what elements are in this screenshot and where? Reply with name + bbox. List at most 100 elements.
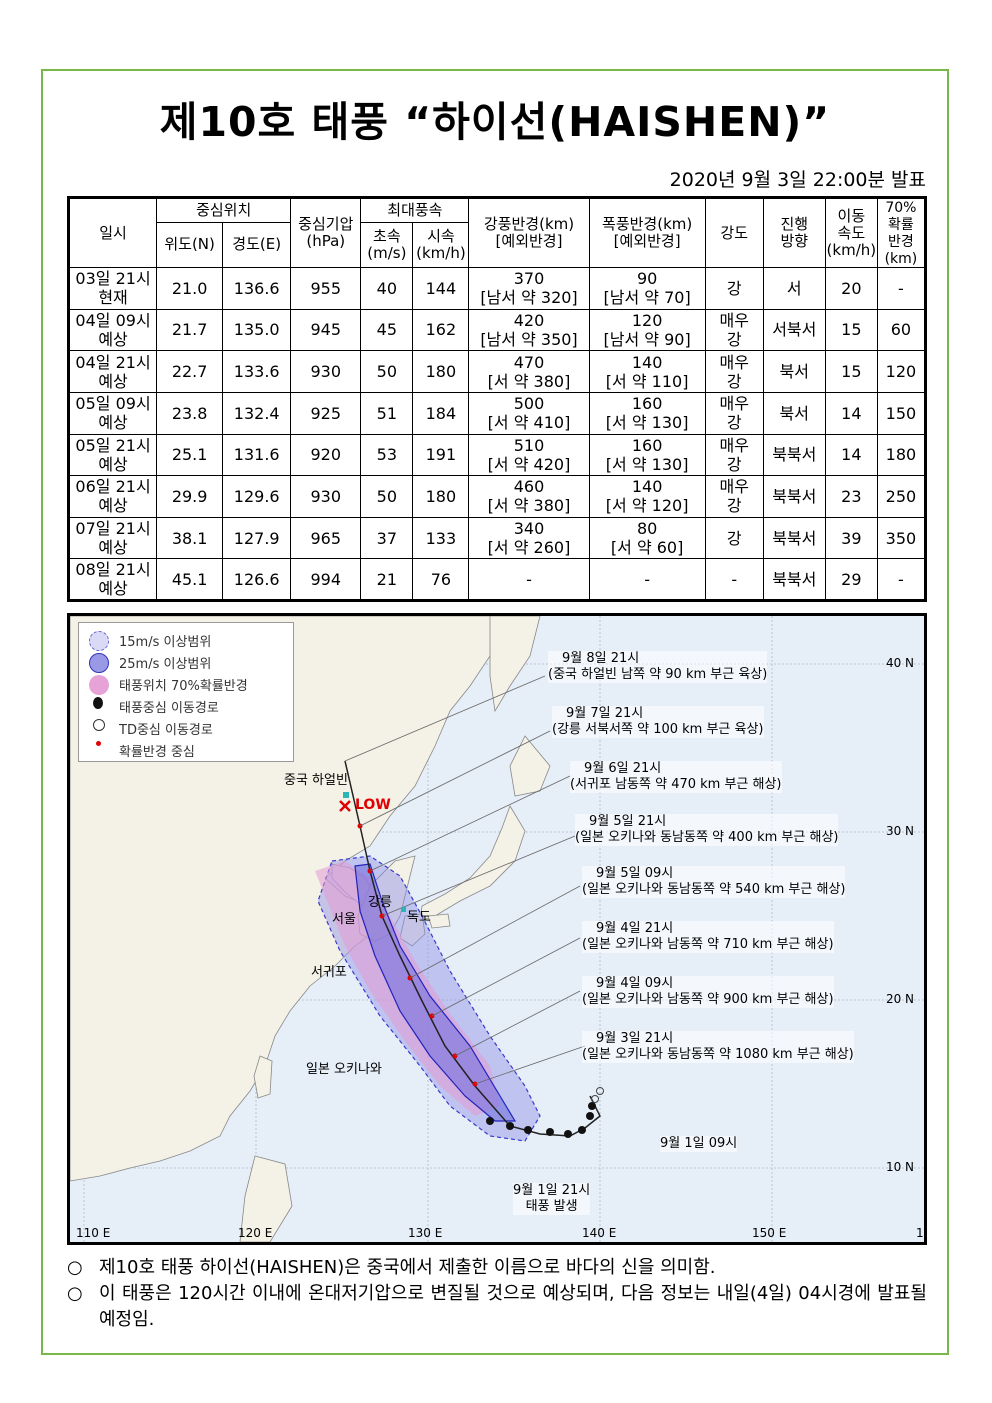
- legend-label: 태풍위치 70%확률반경: [119, 678, 248, 694]
- annotation-date: 9월 4일 09시: [596, 976, 674, 991]
- cell-speed: 20: [824, 267, 878, 310]
- typhoon-center-symbols: [486, 1102, 596, 1138]
- legend-label: 태풍중심 이동경로: [119, 700, 219, 716]
- cell-pressure: 965: [290, 516, 362, 560]
- cell-time: 05일 09시 예상: [67, 391, 158, 435]
- cell-gale: 370 [남서 약 320]: [468, 267, 590, 310]
- cell-time: 08일 21시 예상: [67, 558, 158, 601]
- cell-kmh: 191: [412, 433, 470, 477]
- cell-lat: 45.1: [156, 558, 224, 601]
- cell-time: 03일 21시 현재: [67, 267, 158, 310]
- cell-prob: -: [876, 558, 927, 601]
- note-bullet: ○: [67, 1257, 83, 1278]
- cell-lon: 133.6: [222, 350, 292, 393]
- lon-label-140: 140 E: [582, 1226, 617, 1240]
- cell-speed: 15: [824, 350, 878, 393]
- place-low: LOW: [355, 797, 391, 813]
- cell-speed: 14: [824, 433, 878, 477]
- philippines-shape: [239, 1155, 293, 1242]
- annotation-desc: (일본 오키나와 동남동쪽 약 540 km 부근 해상): [582, 882, 846, 897]
- track-annotation: 9월 6일 21시 (서귀포 남동쪽 약 470 km 부근 해상): [570, 761, 782, 793]
- cell-lat: 21.7: [156, 308, 224, 352]
- cell-lat: 38.1: [156, 516, 224, 560]
- header-lat: 위도(N): [156, 221, 224, 269]
- cell-kmh: 162: [412, 308, 470, 352]
- legend-label: 확률반경 중심: [119, 744, 195, 760]
- notes: ○ 제10호 태풍 하이선(HAISHEN)은 중국에서 제출한 이름으로 바다…: [67, 1255, 927, 1333]
- cell-prob: 150: [876, 391, 927, 435]
- table-row: 07일 21시 예상 38.1 127.9 965 37 133 340 [서 약 260]…: [67, 516, 927, 560]
- cell-gale: 420 [남서 약 350]: [468, 308, 590, 352]
- cell-prob: 350: [876, 516, 927, 560]
- cell-prob: 250: [876, 475, 927, 518]
- cell-prob: 60: [876, 308, 927, 352]
- note-text: 이 태풍은 120시간 이내에 온대저기압으로 변질될 것으로 예상되며, 다음…: [99, 1283, 927, 1330]
- cell-direction: 북북서: [762, 516, 826, 560]
- cell-lat: 21.0: [156, 267, 224, 310]
- table-row: 04일 09시 예상 21.7 135.0 945 45 162 420 [남서 약 350…: [67, 308, 927, 352]
- cell-lon: 129.6: [222, 475, 292, 518]
- annotation-date: 9월 7일 21시: [566, 706, 644, 721]
- header-time: 일시: [67, 197, 158, 268]
- cell-lat: 29.9: [156, 475, 224, 518]
- cell-gale: 510 [서 약 420]: [468, 433, 590, 477]
- header-pressure: 중심기압 (hPa): [290, 197, 362, 268]
- table-row: 06일 21시 예상 29.9 129.6 930 50 180 460 [서 약 380]…: [67, 475, 927, 518]
- cell-storm: 140 [서 약 110]: [588, 350, 706, 393]
- cell-speed: 15: [824, 308, 878, 352]
- cell-lat: 22.7: [156, 350, 224, 393]
- cell-storm: 160 [서 약 130]: [588, 433, 706, 477]
- note-item: ○ 제10호 태풍 하이선(HAISHEN)은 중국에서 제출한 이름으로 바다…: [67, 1255, 927, 1281]
- cell-kmh: 180: [412, 350, 470, 393]
- annotation-date: 9월 5일 09시: [596, 866, 674, 881]
- cell-time: 04일 21시 예상: [67, 350, 158, 393]
- legend-item: TD중심 이동경로: [89, 717, 213, 739]
- cell-time: 04일 09시 예상: [67, 308, 158, 352]
- header-gale-radius: 강풍반경(km) [예외반경]: [468, 197, 590, 268]
- cell-direction: 북북서: [762, 433, 826, 477]
- cell-storm: -: [588, 558, 706, 601]
- cell-time: 07일 21시 예상: [67, 516, 158, 560]
- cell-kmh: 184: [412, 391, 470, 435]
- header-ms: 초속 (m/s): [360, 221, 414, 269]
- cell-intensity: 매우 강: [704, 350, 764, 393]
- annotation-date: 9월 5일 21시: [589, 814, 667, 829]
- cell-time: 05일 21시 예상: [67, 433, 158, 477]
- cell-direction: 북서: [762, 391, 826, 435]
- header-storm-radius: 폭풍반경(km) [예외반경]: [588, 197, 706, 268]
- track-annotation: 9월 5일 09시 (일본 오키나와 동남동쪽 약 540 km 부근 해상): [582, 866, 846, 898]
- cell-gale: 460 [서 약 380]: [468, 475, 590, 518]
- cell-storm: 160 [서 약 130]: [588, 391, 706, 435]
- cell-speed: 14: [824, 391, 878, 435]
- cell-lon: 131.6: [222, 433, 292, 477]
- cell-intensity: 매우 강: [704, 391, 764, 435]
- page-frame: [41, 69, 949, 1355]
- header-kmh: 시속 (km/h): [412, 221, 470, 269]
- header-direction: 진행 방향: [762, 197, 826, 268]
- storm-area: [354, 863, 517, 1122]
- td-cross-icon: [89, 719, 113, 737]
- solid-circle-icon: [89, 653, 113, 673]
- lon-label-edge: 1: [916, 1226, 924, 1240]
- cell-pressure: 930: [290, 475, 362, 518]
- td-symbols: [591, 1087, 604, 1103]
- lat-label-10: 10 N: [885, 1160, 914, 1174]
- header-intensity: 강도: [704, 197, 764, 268]
- cell-pressure: 955: [290, 267, 362, 310]
- track-annotation: 9월 4일 09시 (일본 오키나와 남동쪽 약 900 km 부근 해상): [582, 976, 834, 1008]
- header-speed: 이동 속도 (km/h): [824, 197, 878, 268]
- cell-kmh: 133: [412, 516, 470, 560]
- cell-gale: 500 [서 약 410]: [468, 391, 590, 435]
- cell-ms: 40: [360, 267, 414, 310]
- cell-intensity: 매우 강: [704, 308, 764, 352]
- place-seogwipo: 서귀포: [311, 965, 347, 980]
- page-title: 제10호 태풍 “하이선(HAISHEN)”: [159, 98, 831, 146]
- header-prob-radius: 70% 확률 반경 (km): [876, 197, 927, 268]
- legend-item: 태풍중심 이동경로: [89, 695, 219, 717]
- cell-speed: 23: [824, 475, 878, 518]
- table-row: 03일 21시 현재 21.0 136.6 955 40 144 370 [남서 약 320…: [67, 267, 927, 310]
- note-text: 제10호 태풍 하이선(HAISHEN)은 중국에서 제출한 이름으로 바다의 …: [99, 1257, 716, 1278]
- legend-label: 25m/s 이상범위: [119, 656, 212, 672]
- legend-item: 15m/s 이상범위: [89, 629, 211, 651]
- cell-storm: 80 [서 약 60]: [588, 516, 706, 560]
